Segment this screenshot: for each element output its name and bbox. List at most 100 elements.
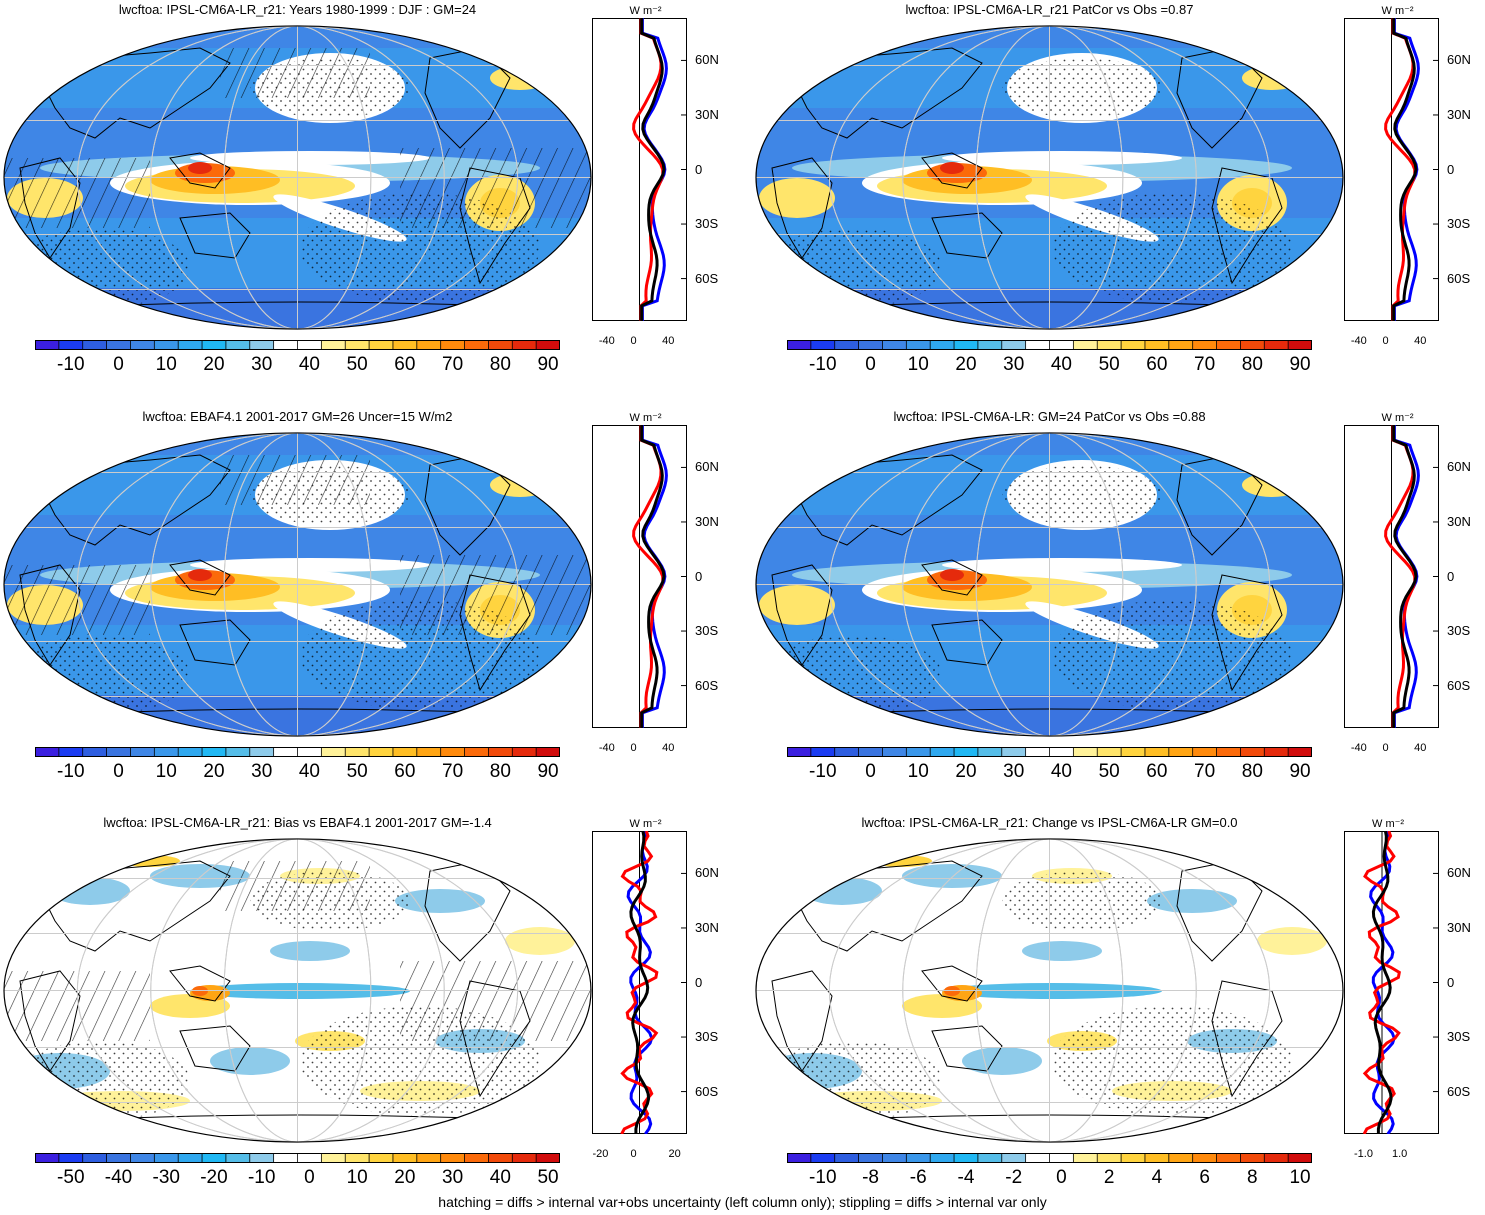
zonal-x-tick-label: -40 bbox=[598, 742, 615, 754]
colorbar-tick-label: 70 bbox=[1194, 354, 1216, 375]
colorbar-swatch bbox=[1240, 340, 1265, 350]
zonal-line bbox=[1392, 18, 1418, 321]
colorbar-tick-label: -10 bbox=[57, 354, 85, 375]
zonal-lat-label: 30S bbox=[1447, 216, 1471, 232]
colorbar-swatch bbox=[488, 747, 513, 757]
colorbar-swatch bbox=[834, 1153, 859, 1163]
colorbar-swatch bbox=[1288, 340, 1312, 350]
zonal-line bbox=[632, 18, 665, 321]
colorbar-tick-label: 40 bbox=[1050, 354, 1072, 375]
colorbar-swatch bbox=[810, 1153, 836, 1163]
colorbar-tick-label: 0 bbox=[304, 1167, 315, 1188]
map-top-left bbox=[3, 25, 592, 330]
colorbar-swatch bbox=[440, 747, 465, 757]
colorbar-tick-label: 50 bbox=[1098, 761, 1120, 782]
colorbar-swatch bbox=[464, 340, 489, 350]
colorbar-swatch bbox=[1001, 747, 1026, 757]
zonal-x-tick-label: 0 bbox=[630, 742, 637, 754]
zonal-mean-top-left bbox=[592, 18, 687, 321]
zonal-mean-mid-right bbox=[1344, 425, 1439, 728]
colorbar-swatch bbox=[464, 1153, 489, 1163]
colorbar-swatch bbox=[249, 340, 274, 350]
colorbar-swatch bbox=[1168, 1153, 1193, 1163]
zonal-lat-label: 30S bbox=[1447, 623, 1471, 639]
colorbar-swatch bbox=[977, 747, 1003, 757]
colorbar-tick-label: 20 bbox=[394, 1167, 416, 1188]
colorbar-tick-label: 4 bbox=[1151, 1167, 1163, 1188]
zonal-mean-top-right bbox=[1344, 18, 1439, 321]
colorbar-swatch bbox=[882, 340, 907, 350]
colorbar-tick-label: 0 bbox=[1056, 1167, 1067, 1188]
colorbar-swatch bbox=[1097, 1153, 1122, 1163]
panel-title: lwcftoa: EBAF4.1 2001-2017 GM=26 Uncer=1… bbox=[142, 409, 453, 424]
footnote: hatching = diffs > internal var+obs unce… bbox=[438, 1194, 1047, 1210]
colorbar-swatch bbox=[392, 1153, 418, 1163]
zonal-lat-label: 0 bbox=[1447, 974, 1455, 990]
colorbar-tick-label: 20 bbox=[955, 761, 977, 782]
colorbar-swatch bbox=[1216, 340, 1241, 350]
zonal-lat-label: 30N bbox=[695, 106, 719, 122]
colorbar-swatch bbox=[834, 747, 859, 757]
zonal-x-tick-label: 40 bbox=[662, 335, 675, 347]
zonal-x-tick-label: 0 bbox=[630, 335, 637, 347]
colorbar-swatch bbox=[930, 1153, 955, 1163]
map-mid-left bbox=[3, 432, 592, 737]
zonal-lat-label: 0 bbox=[695, 161, 703, 177]
colorbar-swatch bbox=[35, 1153, 60, 1163]
colorbar-swatch bbox=[1001, 1153, 1026, 1163]
colorbar-tick-label: 30 bbox=[1003, 354, 1025, 375]
zonal-x-tick-label: 0 bbox=[1382, 742, 1389, 754]
colorbar-swatch bbox=[1264, 747, 1289, 757]
colorbar-swatch bbox=[225, 747, 251, 757]
colorbar-swatch bbox=[1097, 340, 1122, 350]
zonal-line bbox=[1392, 425, 1418, 728]
zonal-lat-label: 60N bbox=[695, 459, 719, 475]
colorbar-swatch bbox=[906, 1153, 931, 1163]
colorbar-tick-label: 10 bbox=[346, 1167, 368, 1188]
colorbar-swatch bbox=[321, 1153, 346, 1163]
colorbar-swatch bbox=[954, 340, 979, 350]
colorbar-swatch bbox=[1192, 747, 1217, 757]
colorbar-tick-label: 30 bbox=[442, 1167, 464, 1188]
colorbar-tick-label: 10 bbox=[155, 354, 177, 375]
colorbar-swatch bbox=[1049, 1153, 1074, 1163]
zonal-line bbox=[632, 425, 665, 728]
zonal-lat-label: 30N bbox=[1447, 919, 1471, 935]
colorbar-tick-label: 40 bbox=[1050, 761, 1072, 782]
colorbar-tick-label: 80 bbox=[1241, 354, 1263, 375]
colorbar-swatch bbox=[178, 747, 203, 757]
zonal-lat-label: 30N bbox=[695, 919, 719, 935]
colorbar-tick-label: 80 bbox=[1241, 761, 1263, 782]
colorbar-swatch bbox=[345, 340, 370, 350]
colorbar-swatch bbox=[1264, 1153, 1289, 1163]
colorbar-tick-label: 10 bbox=[1289, 1167, 1311, 1188]
zonal-x-tick-label: 40 bbox=[662, 742, 675, 754]
colorbar-tick-label: 90 bbox=[537, 354, 559, 375]
colorbar-swatch bbox=[1049, 747, 1074, 757]
zonal-unit-label: W m⁻² bbox=[629, 5, 662, 17]
colorbar-tick-label: 50 bbox=[1098, 354, 1120, 375]
colorbar-bottom-left bbox=[35, 1153, 560, 1163]
colorbar-swatch bbox=[536, 747, 560, 757]
colorbar-swatch bbox=[810, 747, 836, 757]
zonal-lat-label: 30S bbox=[1447, 1029, 1471, 1045]
zonal-lat-label: 60N bbox=[695, 52, 719, 68]
colorbar-tick-label: 2 bbox=[1103, 1167, 1115, 1188]
colorbar-swatch bbox=[178, 1153, 203, 1163]
zonal-line bbox=[1384, 425, 1417, 728]
colorbar-top-left bbox=[35, 340, 560, 350]
zonal-x-tick-label: 1.0 bbox=[1392, 1148, 1408, 1160]
colorbar-swatch bbox=[512, 747, 537, 757]
colorbar-swatch bbox=[345, 747, 370, 757]
colorbar-swatch bbox=[488, 340, 513, 350]
colorbar-swatch bbox=[787, 1153, 812, 1163]
colorbar-swatch bbox=[1144, 1153, 1170, 1163]
colorbar-swatch bbox=[345, 1153, 370, 1163]
colorbar-tick-label: 30 bbox=[251, 761, 273, 782]
colorbar-swatch bbox=[249, 1153, 274, 1163]
colorbar-tick-label: 0 bbox=[865, 761, 876, 782]
colorbar-tick-label: 60 bbox=[394, 761, 416, 782]
zonal-unit-label: W m⁻² bbox=[629, 818, 662, 830]
colorbar-tick-label: 40 bbox=[298, 761, 320, 782]
zonal-lat-label: 60S bbox=[695, 270, 719, 286]
